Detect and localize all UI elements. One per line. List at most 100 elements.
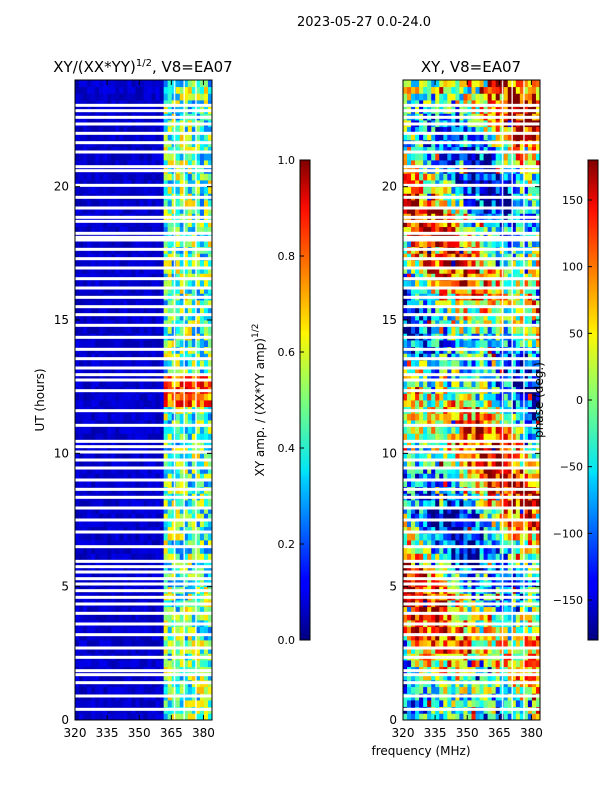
phase-cell: [523, 560, 529, 568]
amplitude-cell: [207, 513, 212, 521]
amplitude-cell: [207, 266, 212, 274]
phase-cell: [467, 500, 472, 508]
amplitude-cell: [179, 446, 185, 454]
amplitude-cell: [203, 613, 209, 621]
phase-cell: [447, 553, 452, 561]
amplitude-cell: [155, 673, 161, 681]
amplitude-cell: [75, 100, 80, 108]
amplitude-cell: [207, 93, 212, 101]
phase-cell: [455, 433, 460, 441]
amplitude-cell: [107, 160, 112, 168]
phase-cell: [447, 473, 452, 481]
amplitude-cell: [179, 206, 185, 214]
amplitude-cell: [127, 366, 132, 374]
phase-cell: [515, 453, 521, 461]
amplitude-cell: [191, 393, 197, 401]
amplitude-cell: [119, 553, 124, 561]
amplitude-cell: [155, 306, 161, 314]
amplitude-cell: [115, 393, 120, 401]
phase-cell: [419, 673, 424, 681]
amplitude-cell: [195, 226, 201, 234]
amplitude-cell: [203, 133, 209, 141]
amplitude-cell: [91, 80, 96, 88]
phase-cell: [419, 573, 424, 581]
amplitude-cell: [147, 420, 152, 428]
amplitude-cell: [183, 480, 189, 488]
phase-cell: [475, 480, 480, 488]
amplitude-cell: [163, 566, 169, 574]
phase-cell: [455, 640, 460, 648]
amplitude-cell: [95, 100, 100, 108]
amplitude-cell: [131, 160, 136, 168]
amplitude-cell: [87, 306, 92, 314]
phase-cell: [523, 506, 529, 514]
amplitude-cell: [159, 713, 165, 720]
amplitude-cell: [119, 633, 124, 641]
amplitude-cell: [203, 100, 209, 108]
amplitude-cell: [103, 380, 108, 388]
phase-cell: [411, 433, 416, 441]
amplitude-cell: [203, 206, 209, 214]
amplitude-cell: [127, 220, 132, 228]
amplitude-cell: [111, 126, 116, 134]
flagged-time-row: [75, 295, 212, 299]
amplitude-cell: [203, 226, 209, 234]
amplitude-cell: [127, 420, 132, 428]
phase-cell: [407, 466, 412, 474]
amplitude-cell: [167, 413, 173, 421]
amplitude-cell: [183, 100, 189, 108]
amplitude-cell: [143, 186, 148, 194]
amplitude-cell: [191, 560, 197, 568]
amplitude-cell: [103, 286, 108, 294]
amplitude-cell: [191, 260, 197, 268]
amplitude-cell: [111, 313, 116, 321]
amplitude-cell: [163, 520, 169, 528]
amplitude-cell: [163, 360, 169, 368]
amplitude-cell: [91, 200, 96, 208]
phase-cell: [411, 473, 416, 481]
amplitude-cell: [155, 540, 161, 548]
phase-cell: [471, 553, 476, 561]
amplitude-cell: [203, 200, 209, 208]
phase-cell: [487, 540, 493, 548]
amplitude-cell: [83, 533, 88, 541]
amplitude-cell: [75, 700, 80, 708]
phase-cell: [431, 446, 436, 454]
phase-cell: [535, 420, 540, 428]
amplitude-cell: [199, 133, 205, 141]
phase-cell: [423, 473, 428, 481]
phase-cell: [439, 566, 444, 574]
amplitude-cell: [107, 240, 112, 248]
amplitude-cell: [131, 320, 136, 328]
amplitude-cell: [139, 646, 144, 654]
amplitude-cell: [79, 80, 84, 88]
amplitude-cell: [127, 373, 132, 381]
amplitude-cell: [207, 360, 212, 368]
phase-cell: [463, 686, 468, 694]
phase-cell: [463, 540, 468, 548]
amplitude-cell: [115, 426, 120, 434]
phase-cell: [483, 640, 489, 648]
phase-cell: [447, 440, 452, 448]
phase-cell: [407, 480, 412, 488]
phase-cell: [423, 660, 428, 668]
phase-cell: [459, 660, 464, 668]
amplitude-cell: [147, 393, 152, 401]
phase-cell: [535, 553, 540, 561]
amplitude-cell: [187, 573, 193, 581]
phase-cell: [415, 433, 420, 441]
phase-cell: [447, 686, 452, 694]
amplitude-cell: [207, 393, 212, 401]
phase-cell: [519, 566, 525, 574]
phase-cell: [479, 560, 484, 568]
amplitude-cell: [183, 200, 189, 208]
phase-cell: [483, 713, 489, 720]
amplitude-cell: [179, 520, 185, 528]
amplitude-cell: [159, 566, 165, 574]
phase-cell: [471, 640, 476, 648]
amplitude-cell: [143, 633, 148, 641]
phase-cell: [535, 440, 540, 448]
amplitude-cell: [103, 420, 108, 428]
phase-cell: [463, 446, 468, 454]
amplitude-cell: [123, 93, 128, 101]
